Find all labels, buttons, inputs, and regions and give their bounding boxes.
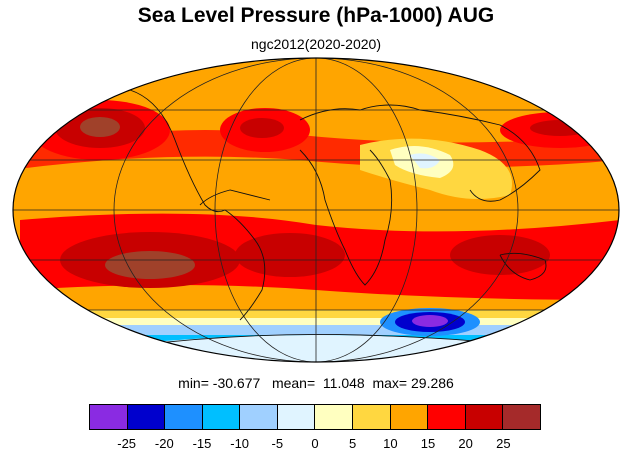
- colorbar-tick-label: 5: [349, 436, 357, 451]
- colorbar-tick-label: -5: [271, 436, 284, 451]
- max-value: 29.286: [411, 375, 454, 391]
- max-label: max=: [372, 375, 408, 391]
- colorbar-swatch: [277, 405, 316, 429]
- colorbar-swatch: [428, 405, 466, 429]
- colorbar-tick-label: -10: [230, 436, 250, 451]
- colorbar-swatch: [127, 405, 166, 429]
- colorbar-tick-label: 10: [383, 436, 398, 451]
- colorbar-tick-label: 25: [496, 436, 511, 451]
- min-value: -30.677: [212, 375, 261, 391]
- colorbar-swatch: [390, 405, 429, 429]
- colorbar-swatch: [353, 405, 391, 429]
- stats-line: min= -30.677 mean= 11.048 max= 29.286: [0, 375, 632, 391]
- graticule: [13, 58, 619, 362]
- colorbar-tick-label: -25: [117, 436, 137, 451]
- colorbar-tick-label: 0: [311, 436, 319, 451]
- colorbar-swatch: [465, 405, 504, 429]
- colorbar-swatch: [315, 405, 354, 429]
- colorbar-swatch: [165, 405, 203, 429]
- globe-outline: [12, 57, 620, 363]
- colorbar-labels: -25 -20 -15 -10 -5 0 5 10 15 20 25: [0, 436, 632, 454]
- colorbar: [89, 404, 541, 430]
- colorbar-swatch: [240, 405, 278, 429]
- mean-label: mean=: [271, 375, 316, 391]
- colorbar-tick-label: -20: [154, 436, 174, 451]
- map-title: Sea Level Pressure (hPa-1000) AUG: [137, 4, 495, 27]
- min-label: min=: [178, 375, 209, 391]
- colorbar-swatch: [202, 405, 241, 429]
- colorbar-swatch: [503, 405, 540, 429]
- colorbar-tick-label: 20: [458, 436, 473, 451]
- colorbar-tick-label: -15: [192, 436, 212, 451]
- colorbar-tick-label: 15: [420, 436, 436, 451]
- map-subtitle: ngc2012(2020-2020): [251, 36, 381, 52]
- mean-value: 11.048: [322, 375, 365, 391]
- colorbar-swatch: [90, 405, 128, 429]
